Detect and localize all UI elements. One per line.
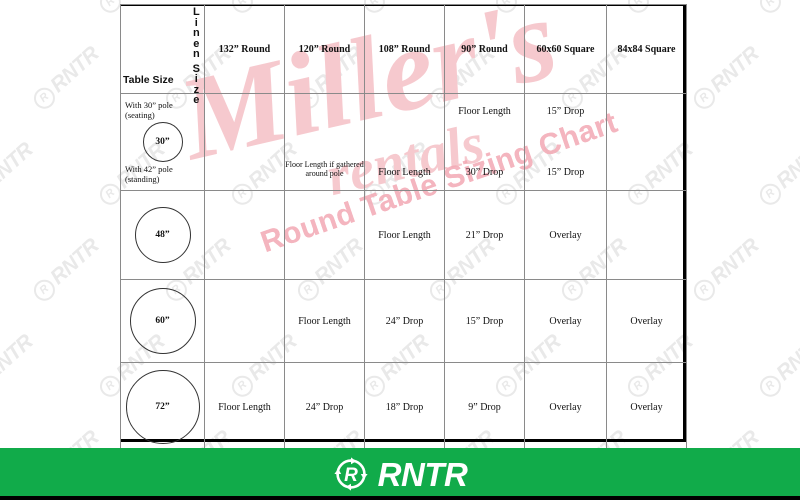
linen-size-letter: n: [192, 48, 200, 60]
linen-size-letter: e: [193, 37, 200, 50]
linen-size-letter: z: [193, 83, 200, 96]
linen-size-letter: i: [194, 16, 198, 29]
table-cell: [204, 93, 285, 191]
pole-note-standing: With 42” pole (standing): [125, 164, 173, 184]
table-cell: Floor Length: [364, 190, 445, 280]
row-label-cell: 60”: [120, 279, 205, 363]
table-cell-value-standing: Floor Length: [378, 167, 431, 178]
table-row: 48” Floor Length 21” Drop Overlay: [120, 190, 687, 280]
linen-size-letter: L: [192, 6, 200, 18]
table-cell: 24” Drop: [284, 362, 365, 452]
table-cell: 9” Drop: [444, 362, 525, 452]
table-cell: 15” Drop: [444, 279, 525, 363]
chart-area: Miller's rentals Round Table Sizing Char…: [120, 0, 687, 452]
column-header-132-round: 132” Round: [204, 4, 285, 94]
row-label-cell: 72”: [120, 362, 205, 452]
table-cell: [204, 190, 285, 280]
table-size-circle-label: 72”: [155, 402, 170, 412]
pole-note-seating: With 30” pole (seating): [125, 100, 173, 120]
svg-text:R: R: [344, 465, 358, 486]
table-cell-value: Overlay: [549, 315, 582, 327]
table-row: 72” Floor Length 24” Drop 18” Drop 9” Drop Ov…: [120, 362, 687, 452]
table-cell: [204, 279, 285, 363]
table-cell: Overlay: [606, 279, 687, 363]
table-cell-value: 24” Drop: [385, 315, 424, 327]
table-size-circle: 72”: [125, 370, 200, 444]
table-cell: Overlay: [524, 362, 607, 452]
table-cell-value: Overlay: [549, 229, 582, 241]
table-cell: [606, 190, 687, 280]
table-size-circle: 48”: [134, 207, 191, 263]
table-row: 60” Floor Length 24” Drop 15” Drop Overlay Ov…: [120, 279, 687, 363]
rntr-logo: R RNTR: [333, 456, 468, 492]
table-cell-value: Floor Length: [298, 315, 351, 327]
table-cell-value: 15” Drop: [465, 315, 504, 327]
column-header-90-round: 90” Round: [444, 4, 525, 94]
table-cell: [284, 190, 365, 280]
table-cell-value: 18” Drop: [385, 401, 424, 413]
table-body: With 30” pole (seating) 30” With 42” pole(…: [120, 93, 687, 452]
table-size-circle: 60”: [129, 288, 196, 354]
column-header-108-round: 108” Round: [364, 4, 445, 94]
table-cell-value-standing: Floor Length if gathered around pole: [285, 160, 364, 178]
footer-underline: [0, 496, 800, 500]
linen-size-letter: n: [192, 27, 200, 39]
table-cell-value: 21” Drop: [465, 229, 504, 241]
table-size-circle-label: 30”: [155, 137, 170, 147]
table-cell-value-seating: 15” Drop: [546, 106, 585, 117]
table-cell-value: Overlay: [630, 401, 663, 413]
table-row: With 30” pole (seating) 30” With 42” pole(…: [120, 93, 687, 191]
table-cell-value-standing: 15” Drop: [546, 167, 585, 178]
table-cell: Floor Length: [364, 93, 445, 191]
row-label-cell: With 30” pole (seating) 30” With 42” pole(…: [120, 93, 205, 191]
table-size-label: Table Size: [123, 74, 174, 86]
table-cell: Floor Length if gathered around pole: [284, 93, 365, 191]
table-cell: [606, 93, 687, 191]
table-cell: Overlay: [524, 190, 607, 280]
table-cell-value-seating: Floor Length: [458, 106, 511, 117]
table-cell: 21” Drop: [444, 190, 525, 280]
recycle-r-badge-icon: R: [333, 456, 369, 492]
table-size-circle: 30”: [142, 122, 183, 162]
table-cell: Floor Length 30” Drop: [444, 93, 525, 191]
table-cell: Floor Length: [204, 362, 285, 452]
table-cell-value: Floor Length: [218, 401, 271, 413]
column-header-84x84-square: 84x84 Square: [606, 4, 687, 94]
table-cell-value-standing: 30” Drop: [465, 167, 504, 178]
table-cell-value: 24” Drop: [305, 401, 344, 413]
table-cell: Overlay: [524, 279, 607, 363]
column-header-60x60-square: 60x60 Square: [524, 4, 607, 94]
row-label-cell: 48”: [120, 190, 205, 280]
table-cell-value: Overlay: [549, 401, 582, 413]
table-cell: 24” Drop: [364, 279, 445, 363]
table-cell: Floor Length: [284, 279, 365, 363]
linen-size-letter: i: [194, 73, 198, 85]
table-cell-value: Overlay: [630, 315, 663, 327]
table-size-circle-label: 60”: [155, 316, 170, 326]
table-cell: 15” Drop 15” Drop: [524, 93, 607, 191]
table-cell-value: 9” Drop: [468, 401, 501, 413]
rntr-wordmark: RNTR: [377, 455, 468, 493]
column-header-120-round: 120” Round: [284, 4, 365, 94]
table-cell-value: Floor Length: [378, 229, 431, 241]
footer-brand-bar: R RNTR: [0, 448, 800, 500]
table-cell: 18” Drop: [364, 362, 445, 452]
table-size-circle-label: 48”: [155, 230, 170, 240]
linen-size-letter: S: [192, 62, 200, 75]
table-cell: Overlay: [606, 362, 687, 452]
